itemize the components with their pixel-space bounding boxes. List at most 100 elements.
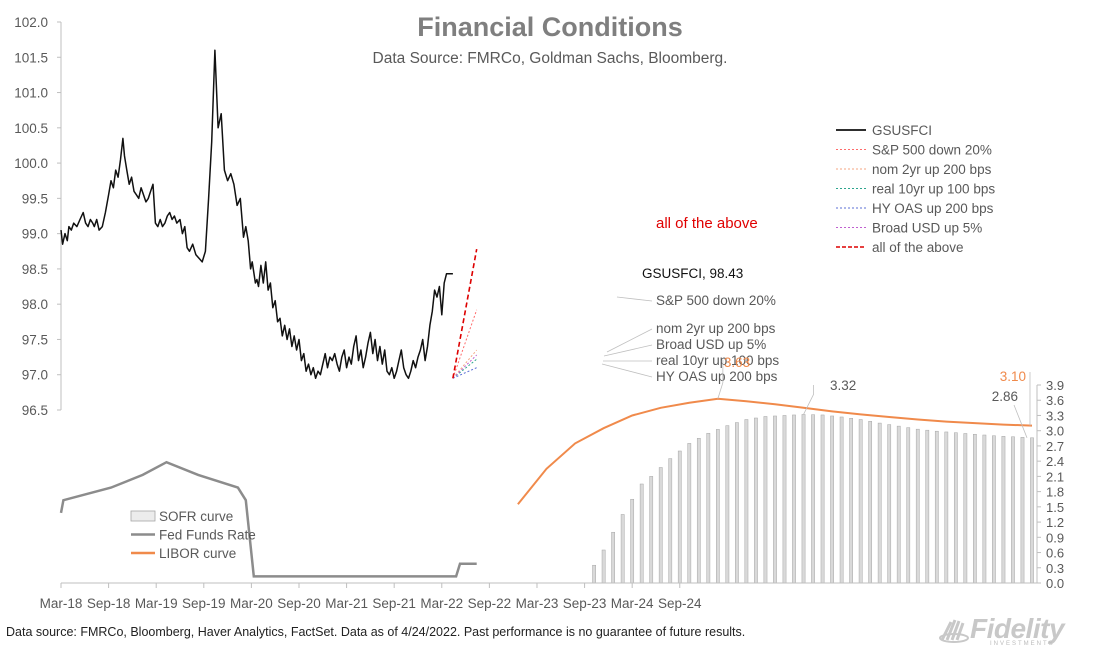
legend-label: real 10yr up 100 bps — [872, 182, 995, 197]
sofr-bar — [973, 433, 977, 584]
y-left-tick-label: 100.5 — [14, 121, 48, 136]
y-left-tick-label: 101.0 — [14, 86, 48, 101]
chart-title: Financial Conditions — [417, 12, 683, 42]
scenario-ray — [452, 309, 478, 379]
annotation-sofr-end: 2.86 — [992, 389, 1018, 404]
legend-label: GSUSFCI — [872, 123, 932, 138]
y-right-tick-label: 0.3 — [1046, 561, 1064, 576]
sofr-bar — [1020, 437, 1025, 584]
footer-source-note: Data source: FMRCo, Bloomberg, Haver Ana… — [6, 625, 746, 639]
legend-label: all of the above — [872, 240, 964, 255]
scenario-ray — [452, 354, 478, 379]
annotation-libor-peak: 3.63 — [724, 355, 750, 370]
y-right-tick-label: 3.3 — [1046, 408, 1064, 423]
sofr-bar — [963, 433, 968, 584]
annotation-nom2yr: nom 2yr up 200 bps — [656, 321, 776, 336]
sofr-bar — [1001, 436, 1006, 584]
legends-group: GSUSFCI S&P 500 down 20% nom 2yr up 200 bp… — [130, 123, 995, 561]
sofr-bar — [887, 424, 892, 584]
annotation-leader — [616, 296, 653, 302]
sofr-bar — [915, 428, 920, 584]
sofr-bar — [716, 429, 720, 584]
legend-label: LIBOR curve — [159, 546, 236, 561]
sofr-bar — [944, 431, 949, 584]
gsusfci-line — [60, 49, 453, 380]
annotation-gsusfci-last: GSUSFCI, 98.43 — [642, 266, 743, 281]
sofr-bar — [839, 416, 844, 584]
sofr-bar — [773, 415, 777, 584]
legend-label: Fed Funds Rate — [159, 528, 256, 543]
x-tick-label: Mar-23 — [516, 596, 559, 611]
series-lines-group — [59, 49, 1033, 578]
sofr-bar — [934, 430, 939, 584]
fidelity-logo: Fidelity INVESTMENTS — [938, 613, 1065, 647]
y-right-tick-label: 3.9 — [1046, 378, 1064, 393]
scenario-ray — [452, 349, 478, 379]
libor-line — [517, 397, 1033, 505]
x-tick-label: Sep-24 — [658, 596, 702, 611]
y-left-tick-label: 102.0 — [14, 15, 48, 30]
sofr-bar — [763, 416, 768, 584]
sofr-bar — [849, 418, 853, 584]
sofr-bar — [792, 414, 796, 584]
sofr-bar — [953, 432, 958, 584]
x-tick-label: Sep-19 — [182, 596, 226, 611]
sofr-bar — [744, 419, 749, 584]
y-left-tick-label: 100.0 — [14, 156, 48, 171]
y-right-tick-label: 1.2 — [1046, 515, 1064, 530]
annotation-leader — [803, 385, 814, 415]
x-tick-label: Mar-21 — [325, 596, 368, 611]
sofr-bar — [925, 429, 930, 584]
sofr-bar — [592, 564, 596, 584]
legend-swatch — [130, 510, 156, 522]
annotations-group: all of the above GSUSFCI, 98.43 S&P 500 do… — [601, 215, 1031, 438]
x-tick-label: Mar-18 — [40, 596, 83, 611]
annotation-real10yr: real 10yr up 100 bps — [656, 353, 779, 368]
legend-label: S&P 500 down 20% — [872, 143, 992, 158]
y-left-tick-label: 97.0 — [22, 368, 48, 383]
sofr-bar — [1030, 437, 1034, 584]
sofr-bar — [801, 414, 806, 584]
annotation-sp500: S&P 500 down 20% — [656, 293, 776, 308]
scenario-ray — [452, 367, 477, 379]
x-tick-label: Mar-20 — [230, 596, 273, 611]
sofr-bar — [677, 450, 682, 584]
annotation-usd: Broad USD up 5% — [656, 337, 766, 352]
sofr-bar — [1011, 436, 1015, 584]
x-tick-label: Sep-20 — [277, 596, 321, 611]
annotation-leader — [1013, 404, 1028, 438]
y-left-tick-label: 97.5 — [22, 332, 48, 347]
x-tick-label: Mar-22 — [420, 596, 463, 611]
y-right-tick-label: 3.0 — [1046, 424, 1064, 439]
y-left-tick-label: 96.5 — [22, 403, 48, 418]
sofr-bar — [725, 425, 730, 584]
fidelity-logo-word: Fidelity — [970, 613, 1065, 644]
legend-label: Broad USD up 5% — [872, 221, 982, 236]
sofr-bar — [601, 549, 606, 584]
sofr-bar — [830, 415, 834, 584]
sofr-bar — [858, 419, 863, 584]
y-right-tick-label: 0.0 — [1046, 576, 1064, 591]
sofr-bar — [982, 434, 987, 584]
y-right-tick-label: 1.8 — [1046, 485, 1064, 500]
chart-subtitle: Data Source: FMRCo, Goldman Sachs, Bloom… — [373, 50, 728, 67]
y-left-tick-label: 99.5 — [22, 191, 48, 206]
annotation-leader — [601, 363, 653, 378]
sofr-bar — [735, 422, 739, 584]
fidelity-logo-sub: INVESTMENTS — [990, 641, 1055, 647]
sofr-bar — [639, 483, 644, 584]
sofr-bar — [630, 498, 635, 584]
sofr-bar — [649, 476, 654, 584]
annotation-all-of-the-above: all of the above — [656, 215, 758, 232]
sofr-bars-group — [592, 414, 1034, 584]
y-left-tick-label: 101.5 — [14, 50, 48, 65]
y-right-tick-label: 2.7 — [1046, 439, 1064, 454]
fidelity-logo-icon — [939, 619, 969, 643]
axes-group: 102.0 101.5 101.0 100.5 100.0 99.5 99.0 98.5 98.… — [14, 15, 1064, 611]
sofr-bar — [658, 467, 663, 584]
y-right-tick-label: 2.4 — [1046, 454, 1064, 469]
sofr-bar — [668, 458, 673, 584]
sofr-bar — [820, 414, 825, 584]
annotation-leader — [603, 344, 653, 357]
